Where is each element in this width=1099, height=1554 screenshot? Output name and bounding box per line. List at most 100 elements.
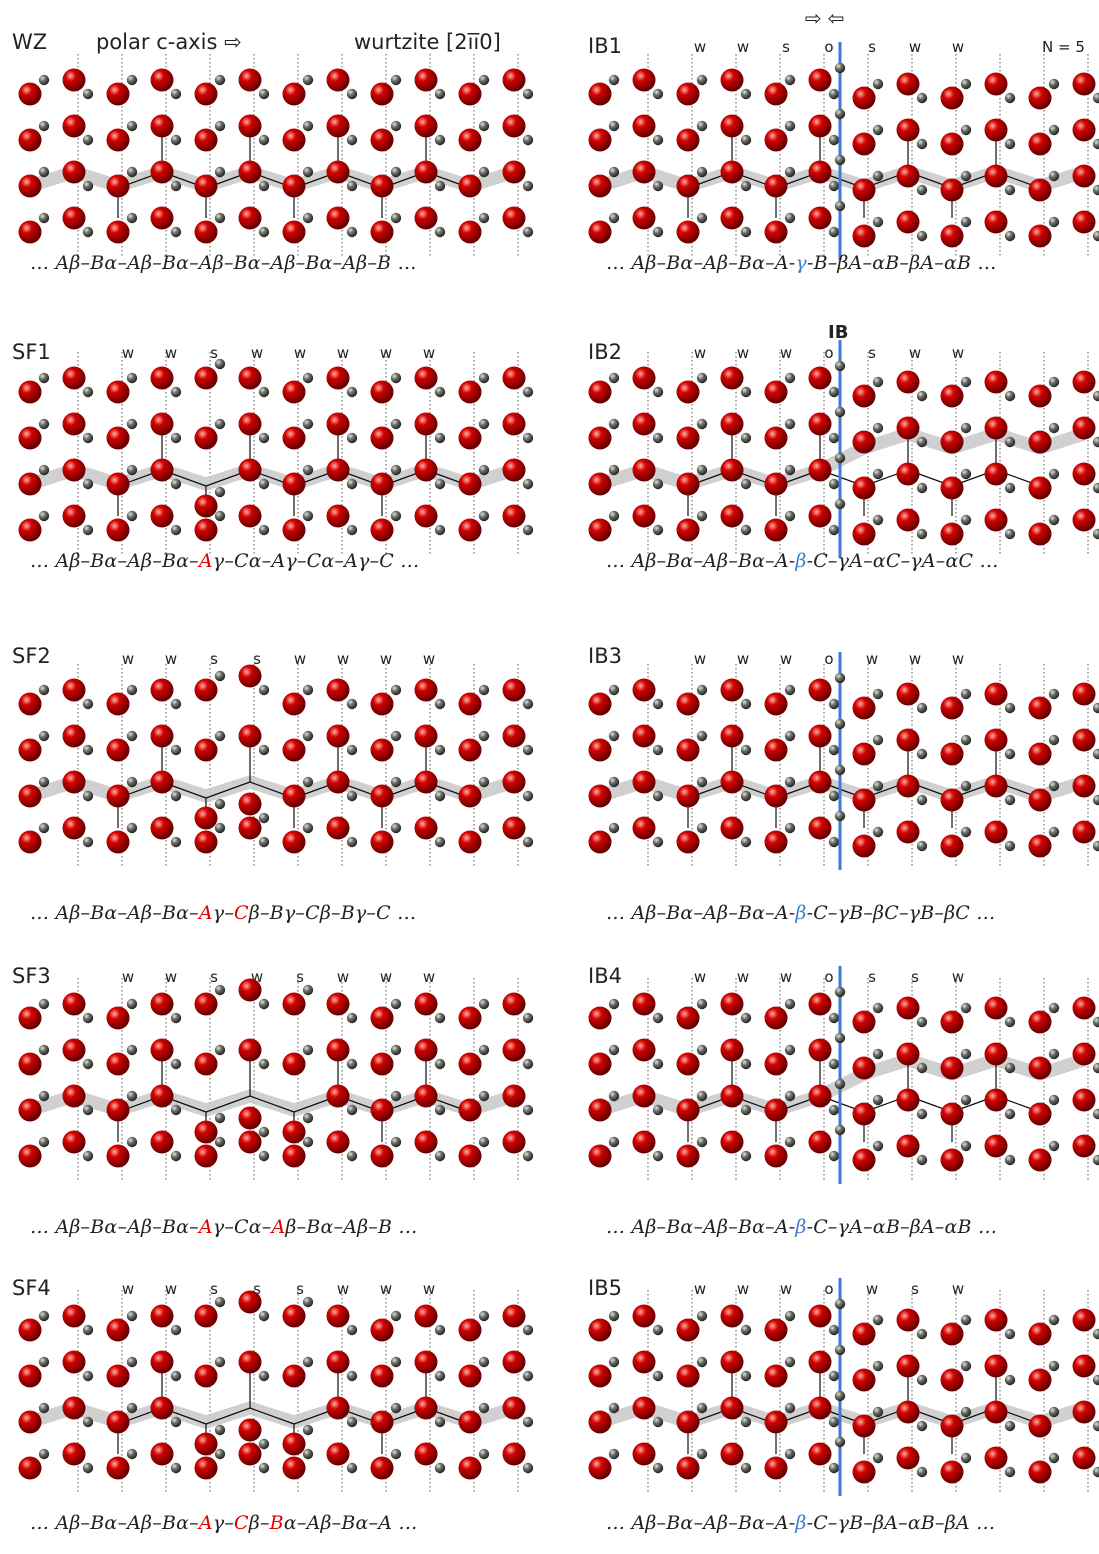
zinc-atom	[214, 822, 226, 834]
zinc-atom	[82, 836, 94, 848]
zinc-atom	[652, 744, 664, 756]
zinc-atom	[434, 180, 446, 192]
zinc-atom	[434, 432, 446, 444]
oxygen-atom	[896, 508, 920, 532]
oxygen-atom	[984, 1354, 1008, 1378]
oxygen-atom	[984, 370, 1008, 394]
oxygen-atom	[676, 426, 700, 450]
oxygen-atom	[764, 82, 788, 106]
zinc-atom	[522, 836, 534, 848]
oxygen-atom	[194, 738, 218, 762]
stacking-sequence: … Aβ–Bα–Aβ–Bα–Aγ–Cβ–Bγ–Cβ–Bγ–C …	[30, 902, 417, 924]
zinc-atom	[258, 812, 270, 824]
oxygen-atom	[326, 1304, 350, 1328]
oxygen-atom	[414, 770, 438, 794]
oxygen-atom	[238, 68, 262, 92]
zinc-atom	[1004, 794, 1016, 806]
layer-code: w	[779, 968, 793, 986]
zinc-atom	[170, 744, 182, 756]
zinc-atom	[258, 1310, 270, 1322]
oxygen-atom	[150, 1130, 174, 1154]
oxygen-atom	[808, 412, 832, 436]
oxygen-atom	[1028, 1010, 1052, 1034]
zinc-atom	[258, 432, 270, 444]
zinc-atom	[1004, 1154, 1016, 1166]
oxygen-atom	[588, 738, 612, 762]
zinc-atom	[872, 124, 884, 136]
oxygen-atom	[106, 472, 130, 496]
oxygen-atom	[808, 458, 832, 482]
zinc-atom	[38, 776, 50, 788]
oxygen-atom	[194, 1456, 218, 1480]
oxygen-atom	[370, 1006, 394, 1030]
zinc-atom	[38, 998, 50, 1010]
oxygen-atom	[808, 770, 832, 794]
layer-code: w	[293, 344, 307, 362]
panel-ib4: IB4 w w w o s s w … Aβ–Bα–Aβ–Bα–A-β-C–γA–αB–βA…	[570, 924, 1099, 1238]
zinc-atom	[872, 468, 884, 480]
oxygen-atom	[18, 380, 42, 404]
oxygen-atom	[940, 224, 964, 248]
zinc-atom	[82, 1012, 94, 1024]
oxygen-atom	[676, 692, 700, 716]
zinc-atom	[1004, 482, 1016, 494]
oxygen-atom	[1072, 370, 1096, 394]
zinc-atom	[302, 464, 314, 476]
bond	[249, 1407, 295, 1425]
zinc-atom	[302, 1424, 314, 1436]
zinc-atom	[522, 1462, 534, 1474]
oxygen-atom	[808, 504, 832, 528]
zinc-atom	[126, 464, 138, 476]
layer-code: w	[779, 650, 793, 668]
zinc-atom	[872, 826, 884, 838]
oxygen-atom	[852, 1148, 876, 1172]
oxygen-atom	[326, 992, 350, 1016]
oxygen-atom	[1072, 1400, 1096, 1424]
layer-code: w	[736, 1280, 750, 1298]
zinc-atom	[346, 1324, 358, 1336]
oxygen-atom	[18, 1144, 42, 1168]
zinc-atom	[478, 1448, 490, 1460]
oxygen-atom	[1072, 1134, 1096, 1158]
oxygen-atom	[588, 692, 612, 716]
zinc-atom	[652, 134, 664, 146]
oxygen-atom	[632, 992, 656, 1016]
layer-code: w	[693, 344, 707, 362]
zinc-atom	[608, 730, 620, 742]
zinc-atom	[872, 1094, 884, 1106]
zinc-atom	[390, 510, 402, 522]
zinc-atom	[696, 1356, 708, 1368]
zinc-atom	[740, 226, 752, 238]
oxygen-atom	[370, 1456, 394, 1480]
layer-code: s	[782, 38, 790, 56]
oxygen-atom	[632, 68, 656, 92]
zinc-atom	[916, 702, 928, 714]
oxygen-atom	[326, 1396, 350, 1420]
layer-code: w	[164, 1280, 178, 1298]
oxygen-atom	[632, 206, 656, 230]
oxygen-atom	[1028, 86, 1052, 110]
zinc-atom	[834, 1390, 846, 1402]
panel-wz: WZ … Aβ–Bα–Aβ–Bα–Aβ–Bα–Aβ–Bα–Aβ–B …	[0, 0, 534, 300]
oxygen-atom	[106, 426, 130, 450]
zinc-atom	[872, 514, 884, 526]
zinc-atom	[390, 1402, 402, 1414]
oxygen-atom	[940, 430, 964, 454]
zinc-atom	[916, 748, 928, 760]
zinc-atom	[522, 88, 534, 100]
oxygen-atom	[150, 160, 174, 184]
zinc-atom	[434, 1370, 446, 1382]
oxygen-atom	[194, 806, 218, 830]
oxygen-atom	[458, 472, 482, 496]
oxygen-atom	[414, 206, 438, 230]
oxygen-atom	[720, 412, 744, 436]
oxygen-atom	[238, 412, 262, 436]
oxygen-atom	[1028, 742, 1052, 766]
oxygen-atom	[632, 724, 656, 748]
oxygen-atom	[150, 724, 174, 748]
zinc-atom	[916, 1154, 928, 1166]
oxygen-atom	[896, 1134, 920, 1158]
oxygen-atom	[808, 1350, 832, 1374]
